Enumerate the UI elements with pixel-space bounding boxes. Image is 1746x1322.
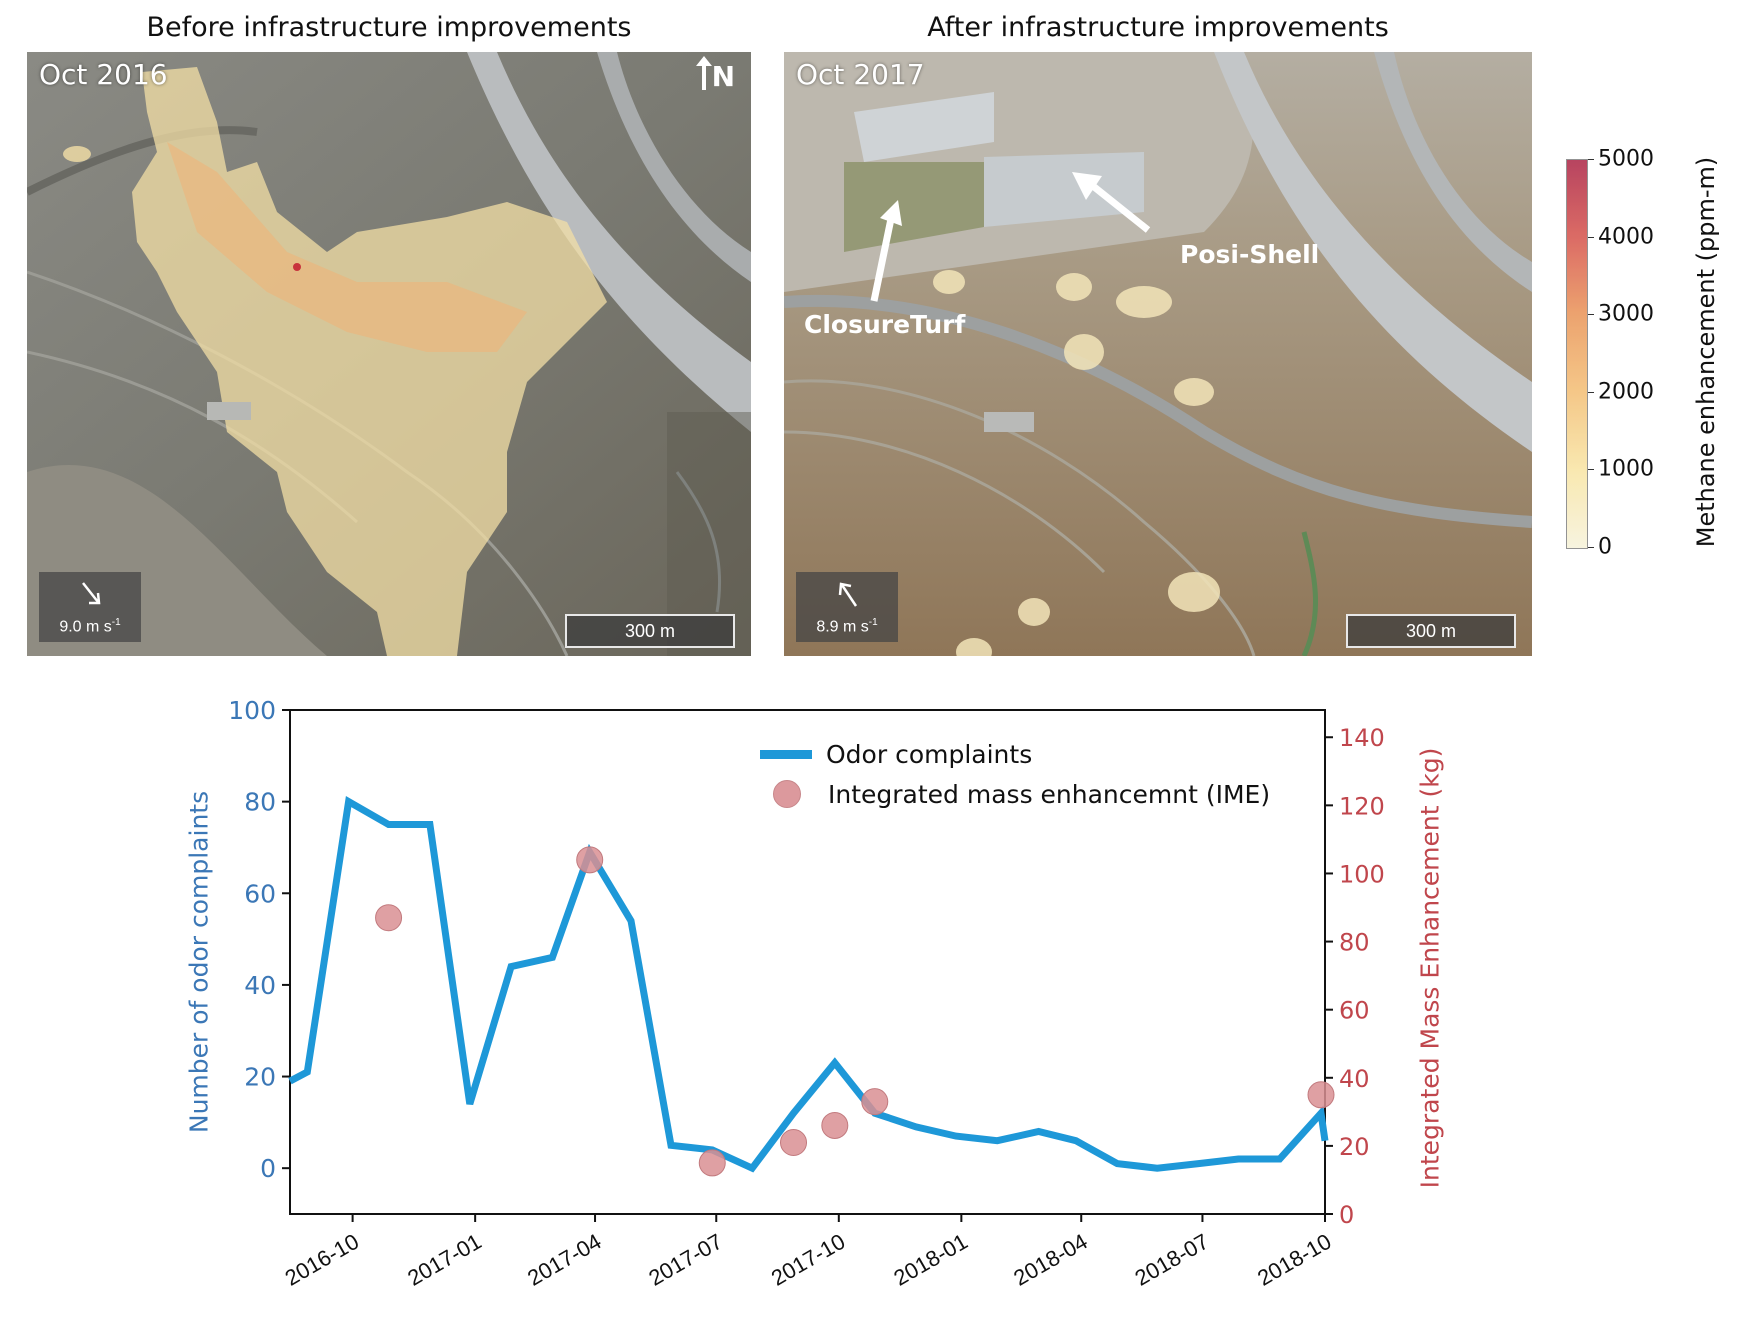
colorbar-tick — [1588, 159, 1594, 160]
arrow-closureturf-icon — [870, 200, 902, 302]
legend-line-swatch — [760, 749, 812, 759]
north-arrow-icon — [695, 55, 712, 90]
colorbar-tick — [1588, 469, 1594, 471]
scale-bar: 300 m — [565, 614, 735, 648]
wind-arrow-southeast-icon — [82, 582, 101, 605]
colorbar-tick-label: 3000 — [1598, 301, 1654, 327]
odor-complaints-line — [288, 796, 1329, 1173]
y-left-tick-label: 0 — [260, 1154, 276, 1183]
legend-label: Integrated mass enhancemnt (IME) — [828, 779, 1271, 809]
x-tick-label: 2017-01 — [403, 1229, 485, 1291]
legend-dot-swatch — [773, 780, 801, 808]
colorbar-tick-label: 4000 — [1598, 224, 1654, 250]
colorbar-tick — [1588, 547, 1594, 548]
wind-indicator: 9.0 m s-1 — [39, 572, 141, 642]
ime-data-point — [698, 1149, 726, 1177]
y-right-tick-label: 140 — [1339, 724, 1385, 752]
ime-data-point — [576, 846, 604, 874]
x-tick-label: 2017-10 — [767, 1229, 849, 1291]
colorbar-tick — [1588, 391, 1594, 393]
chart-legend: Odor complaints Integrated mass enhancem… — [760, 734, 1270, 814]
y-right-tick-label: 60 — [1339, 997, 1370, 1025]
y-right-tick-label: 20 — [1339, 1133, 1370, 1161]
legend-item-odor: Odor complaints — [760, 734, 1270, 774]
right-panel-title: After infrastructure improvements — [927, 12, 1389, 43]
annotation-closureturf: ClosureTurf — [804, 310, 966, 339]
colorbar-tick-label: 5000 — [1598, 146, 1654, 172]
colorbar-tick-label: 1000 — [1598, 456, 1654, 482]
y-right-tick-label: 100 — [1339, 860, 1385, 888]
ime-data-point — [375, 904, 403, 932]
y-right-tick-label: 80 — [1339, 929, 1370, 957]
y-left-tick-label: 100 — [228, 696, 276, 725]
x-tick-label: 2016-10 — [281, 1229, 363, 1291]
map-date-label: Oct 2017 — [796, 58, 925, 91]
satellite-image-after — [784, 52, 1532, 656]
colorbar-tick — [1588, 314, 1594, 316]
x-tick-label: 2018-07 — [1131, 1229, 1213, 1291]
colorbar-tick-label: 2000 — [1598, 379, 1654, 405]
y-right-tick-label: 40 — [1339, 1065, 1370, 1093]
annotation-posishell: Posi-Shell — [1180, 240, 1320, 269]
y-axis-left-title: Number of odor complaints — [184, 790, 214, 1134]
ime-data-point — [780, 1128, 808, 1156]
wind-speed-label: 8.9 m s-1 — [816, 616, 878, 635]
wind-indicator: 8.9 m s-1 — [796, 572, 898, 642]
x-tick-label: 2017-04 — [523, 1229, 605, 1291]
satellite-image-before — [27, 52, 751, 656]
colorbar-tick — [1588, 236, 1594, 238]
y-left-tick-label: 80 — [244, 788, 276, 817]
x-tick-label: 2018-04 — [1009, 1229, 1091, 1291]
y-left-tick-label: 60 — [244, 879, 276, 908]
wind-arrow-northwest-icon — [838, 582, 858, 607]
ime-data-point — [861, 1088, 889, 1116]
x-tick-label: 2018-10 — [1253, 1229, 1335, 1291]
y-left-tick-label: 20 — [244, 1063, 276, 1092]
x-tick-label: 2017-07 — [644, 1229, 726, 1291]
legend-item-ime: Integrated mass enhancemnt (IME) — [760, 774, 1270, 814]
ime-data-point — [1307, 1081, 1335, 1109]
map-date-label: Oct 2016 — [39, 58, 168, 91]
y-axis-right-title: Integrated Mass Enhancement (kg) — [1415, 747, 1445, 1189]
x-tick-label: 2018-01 — [889, 1229, 971, 1291]
y-right-tick-label: 0 — [1339, 1201, 1354, 1229]
map-after: Oct 2017 ClosureTurf Posi-Shell 8.9 m s-… — [784, 52, 1532, 656]
map-before: Oct 2016 N 9.0 m s-1 300 m — [27, 52, 751, 656]
y-right-tick-label: 120 — [1339, 792, 1385, 820]
wind-speed-label: 9.0 m s-1 — [59, 616, 121, 635]
left-panel-title: Before infrastructure improvements — [146, 12, 632, 43]
north-indicator: N — [695, 55, 735, 93]
methane-colorbar — [1566, 159, 1588, 549]
colorbar-tick-label: 0 — [1598, 534, 1612, 560]
arrow-posishell-icon — [1072, 172, 1151, 233]
north-label: N — [711, 60, 735, 93]
plot-frame — [289, 709, 1326, 1215]
scale-bar: 300 m — [1346, 614, 1516, 648]
y-left-tick-label: 40 — [244, 971, 276, 1000]
ime-data-point — [821, 1111, 849, 1139]
legend-label: Odor complaints — [826, 739, 1033, 769]
